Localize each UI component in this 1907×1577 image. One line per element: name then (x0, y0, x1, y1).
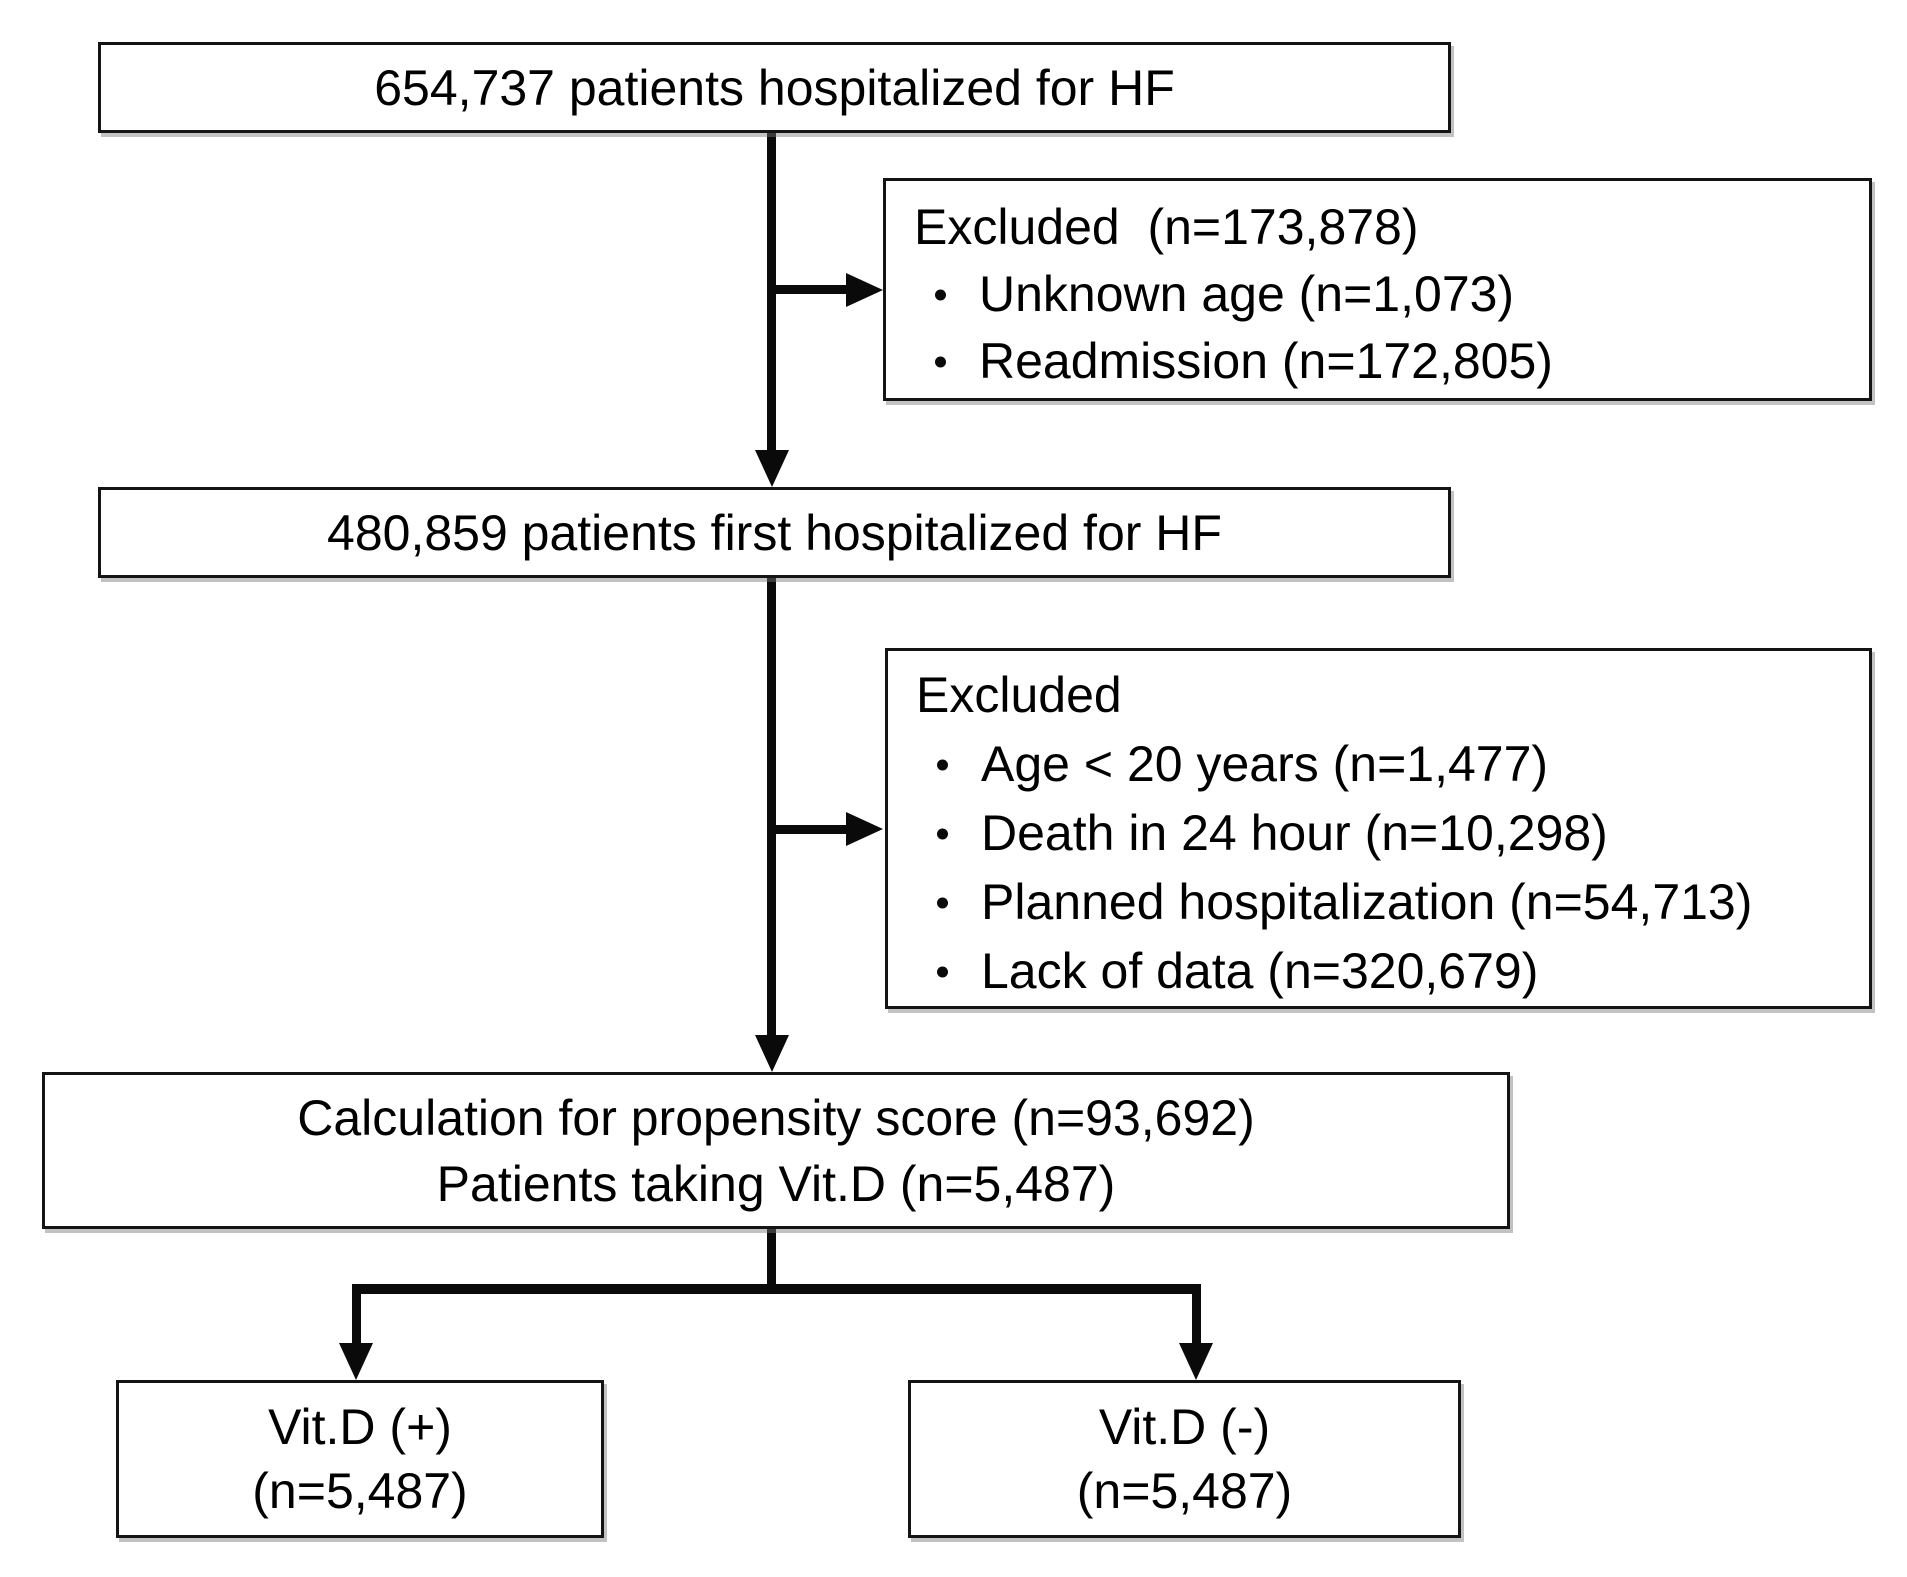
excluded-second-item: Age < 20 years (n=1,477) (916, 730, 1851, 799)
arrow-to-vitd-negative-line (1192, 1284, 1201, 1344)
excluded-second-title: Excluded (916, 667, 1122, 723)
box-vitd-positive: Vit.D (+) (n=5,487) (116, 1380, 604, 1538)
vitd-positive-count: (n=5,487) (252, 1463, 468, 1519)
vitd-negative-label: Vit.D (-) (1098, 1399, 1271, 1455)
arrow-branch-excluded-first-line (771, 285, 847, 294)
excluded-second-item: Death in 24 hour (n=10,298) (916, 799, 1851, 868)
box-excluded-first: Excluded (n=173,878) Unknown age (n=1,07… (883, 178, 1872, 401)
arrow-to-vitd-positive-line (352, 1284, 361, 1344)
arrow-first-to-propensity-line (767, 576, 776, 1038)
arrowhead-to-vitd-negative (1179, 1343, 1213, 1380)
arrowhead-branch-excluded-first (846, 273, 883, 307)
propensity-line1: Calculation for propensity score (n=93,6… (297, 1089, 1255, 1146)
excluded-first-item: Readmission (n=172,805) (914, 328, 1851, 395)
arrowhead-branch-excluded-second (846, 812, 883, 846)
excluded-second-item: Planned hospitalization (n=54,713) (916, 868, 1851, 937)
excluded-second-item: Lack of data (n=320,679) (916, 937, 1851, 1006)
arrowhead-first-to-propensity (755, 1035, 789, 1072)
arrowhead-top-to-first (755, 450, 789, 487)
box-vitd-negative: Vit.D (-) (n=5,487) (908, 1380, 1461, 1538)
arrow-propensity-stem-line (767, 1227, 776, 1289)
arrowhead-to-vitd-positive (339, 1343, 373, 1380)
arrow-branch-excluded-second-line (771, 825, 847, 834)
vitd-positive-label: Vit.D (+) (268, 1399, 452, 1455)
box-first-hospitalized-text: 480,859 patients first hospitalized for … (327, 504, 1222, 561)
box-patients-hospitalized: 654,737 patients hospitalized for HF (98, 42, 1451, 133)
box-patients-hospitalized-text: 654,737 patients hospitalized for HF (374, 59, 1175, 116)
excluded-first-title: Excluded (n=173,878) (914, 199, 1419, 255)
vitd-negative-count: (n=5,487) (1076, 1463, 1293, 1519)
box-propensity-score: Calculation for propensity score (n=93,6… (42, 1072, 1510, 1229)
propensity-line2: Patients taking Vit.D (n=5,487) (436, 1155, 1116, 1212)
arrow-split-horizontal-line (352, 1284, 1201, 1294)
box-first-hospitalized: 480,859 patients first hospitalized for … (98, 487, 1451, 578)
box-excluded-second: Excluded Age < 20 years (n=1,477) Death … (885, 648, 1872, 1009)
excluded-first-item: Unknown age (n=1,073) (914, 261, 1851, 328)
